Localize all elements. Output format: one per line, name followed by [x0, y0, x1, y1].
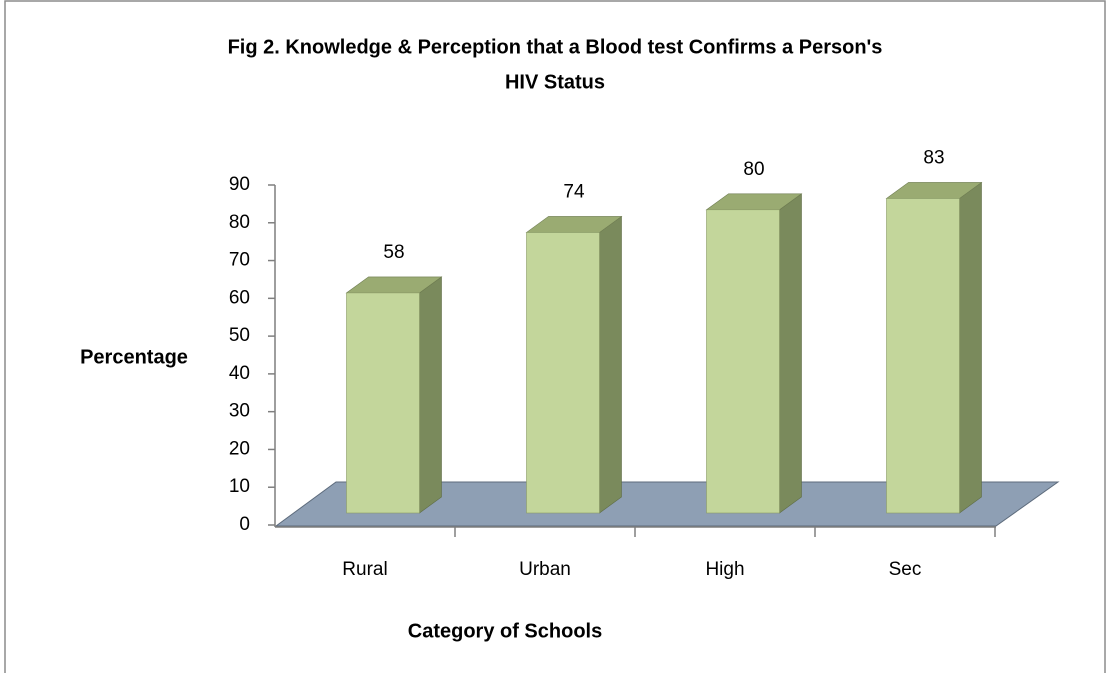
data-label: 58 [383, 242, 404, 263]
x-axis-label: Category of Schools [408, 620, 602, 642]
bar-side [779, 193, 802, 514]
chart-title: HIV Status [505, 71, 605, 93]
chart-title: Fig 2. Knowledge & Perception that a Blo… [228, 36, 883, 58]
bar [346, 292, 420, 514]
y-tick-label: 30 [229, 401, 250, 422]
bar-side [599, 215, 622, 514]
bar-side [419, 276, 442, 514]
y-tick-label: 90 [229, 174, 250, 195]
x-tick-label: High [705, 559, 744, 580]
x-tick-label: Sec [889, 559, 922, 580]
y-tick-label: 40 [229, 363, 250, 384]
bar-side [959, 181, 982, 514]
bar [886, 198, 960, 514]
bar [526, 232, 600, 514]
y-tick-label: 80 [229, 212, 250, 233]
y-tick-label: 0 [239, 514, 250, 535]
y-tick-label: 70 [229, 250, 250, 271]
y-tick-label: 50 [229, 325, 250, 346]
y-tick-label: 20 [229, 438, 250, 459]
x-tick-label: Rural [342, 559, 387, 580]
x-tick-label: Urban [519, 559, 571, 580]
data-label: 83 [923, 147, 944, 168]
y-tick-label: 10 [229, 476, 250, 497]
y-tick-label: 60 [229, 287, 250, 308]
data-label: 80 [743, 159, 764, 180]
y-axis-label: Percentage [80, 346, 188, 368]
floor [274, 481, 1060, 527]
bar [706, 209, 780, 514]
data-label: 74 [563, 181, 585, 202]
